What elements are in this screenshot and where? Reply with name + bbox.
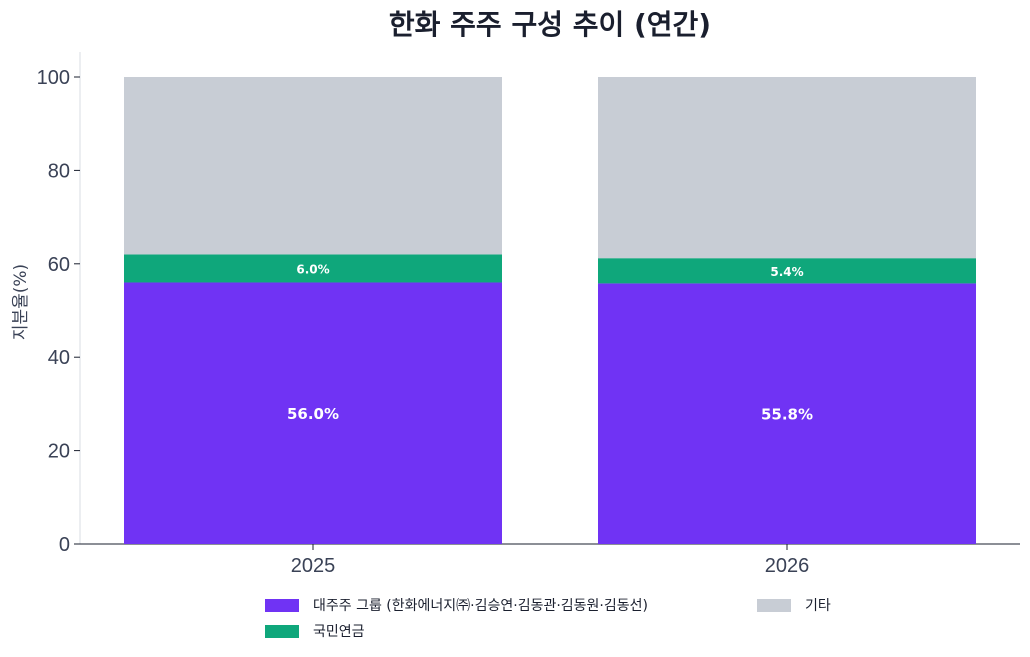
y-tick-label: 60 — [48, 254, 70, 276]
plot-area: 0 20 40 60 80 100 56.0% 6.0% 2025 55.8% 5.4% 2026 — [37, 52, 1020, 577]
bar-segment — [598, 77, 976, 259]
bar-value-label: 55.8% — [761, 406, 813, 424]
legend-item-major-shareholders: 대주주 그룹 (한화에너지㈜·김승연·김동관·김동원·김동선) — [265, 595, 648, 615]
y-tick-label: 100 — [37, 67, 70, 89]
y-tick-label: 80 — [48, 160, 70, 182]
bar-value-label: 5.4% — [770, 265, 803, 279]
x-tick-label: 2026 — [765, 555, 810, 577]
y-tick-label: 0 — [59, 534, 70, 556]
legend-swatch-major-shareholders — [265, 598, 299, 612]
bar-segment — [598, 258, 976, 284]
bar-segment — [598, 283, 976, 544]
y-tick-label: 20 — [48, 441, 70, 463]
legend-label-others: 기타 — [805, 598, 831, 614]
legend-swatch-others — [757, 598, 791, 612]
chart-title: 한화 주주 구성 추이 (연간) — [389, 8, 711, 41]
legend-item-nps: 국민연금 — [265, 621, 365, 641]
bar-segment — [124, 282, 502, 544]
bar-segment — [124, 77, 502, 255]
legend-label-major-shareholders: 대주주 그룹 (한화에너지㈜·김승연·김동관·김동원·김동선) — [313, 598, 648, 614]
stacked-bar-chart: 한화 주주 구성 추이 (연간) 0 20 40 60 80 100 56.0% 6.0% 20… — [11, 8, 1020, 577]
legend-swatch-nps — [265, 624, 299, 638]
y-tick-label: 40 — [48, 347, 70, 369]
bar-value-label: 6.0% — [296, 262, 329, 276]
y-axis-label: 지분율(%) — [11, 264, 31, 340]
x-tick-label: 2025 — [291, 555, 336, 577]
bar-value-label: 56.0% — [287, 405, 339, 423]
legend-label-nps: 국민연금 — [313, 624, 365, 640]
legend-item-others: 기타 — [757, 595, 831, 615]
bar-segment — [124, 254, 502, 283]
